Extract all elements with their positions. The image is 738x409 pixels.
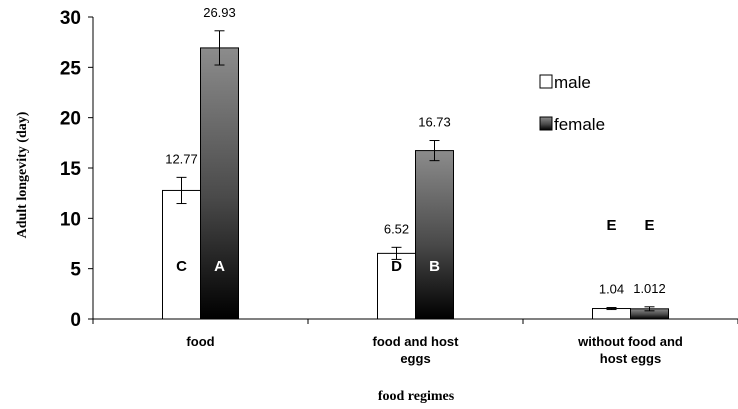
female-bar bbox=[415, 150, 454, 320]
x-tick-label: host eggs bbox=[600, 351, 661, 366]
bars bbox=[162, 30, 669, 320]
male-bar bbox=[592, 308, 631, 320]
value-label: 1.012 bbox=[633, 281, 666, 296]
legend-swatch-female bbox=[539, 116, 553, 131]
x-axis-title: food regimes bbox=[378, 389, 455, 404]
group-letter: E bbox=[606, 217, 616, 234]
value-label: 1.04 bbox=[599, 282, 624, 297]
y-tick-label: 10 bbox=[60, 209, 81, 230]
female-bar bbox=[200, 47, 239, 320]
x-tick-label: eggs bbox=[400, 351, 430, 366]
group-letter: E bbox=[644, 217, 654, 234]
legend: male female bbox=[539, 73, 605, 134]
group-letter: A bbox=[214, 258, 225, 275]
value-label: 6.52 bbox=[384, 221, 409, 236]
group-letter: B bbox=[429, 258, 440, 275]
value-label: 16.73 bbox=[418, 115, 451, 130]
y-axis-title: Adult longevity (day) bbox=[15, 111, 30, 238]
group-letter: C bbox=[176, 258, 187, 275]
x-tick-label: food and host bbox=[373, 334, 460, 349]
male-bar bbox=[162, 189, 201, 320]
legend-label-female: female bbox=[554, 115, 605, 134]
value-label: 26.93 bbox=[203, 5, 236, 20]
y-tick-label: 5 bbox=[70, 260, 81, 281]
y-tick-label: 0 bbox=[70, 310, 81, 331]
x-tick-label: without food and bbox=[577, 334, 683, 349]
value-label: 12.77 bbox=[165, 151, 198, 166]
y-tick-label: 30 bbox=[60, 8, 81, 29]
y-tick-label: 20 bbox=[60, 109, 81, 130]
y-tick-label: 15 bbox=[60, 159, 82, 180]
labels: food food and host eggs without food and hos… bbox=[165, 5, 683, 366]
legend-swatch-male bbox=[539, 74, 553, 89]
group-letter: D bbox=[391, 258, 402, 275]
male-bar bbox=[377, 252, 416, 320]
y-tick-label: 25 bbox=[60, 58, 82, 79]
legend-label-male: male bbox=[554, 73, 591, 92]
x-tick-label: food bbox=[186, 334, 214, 349]
